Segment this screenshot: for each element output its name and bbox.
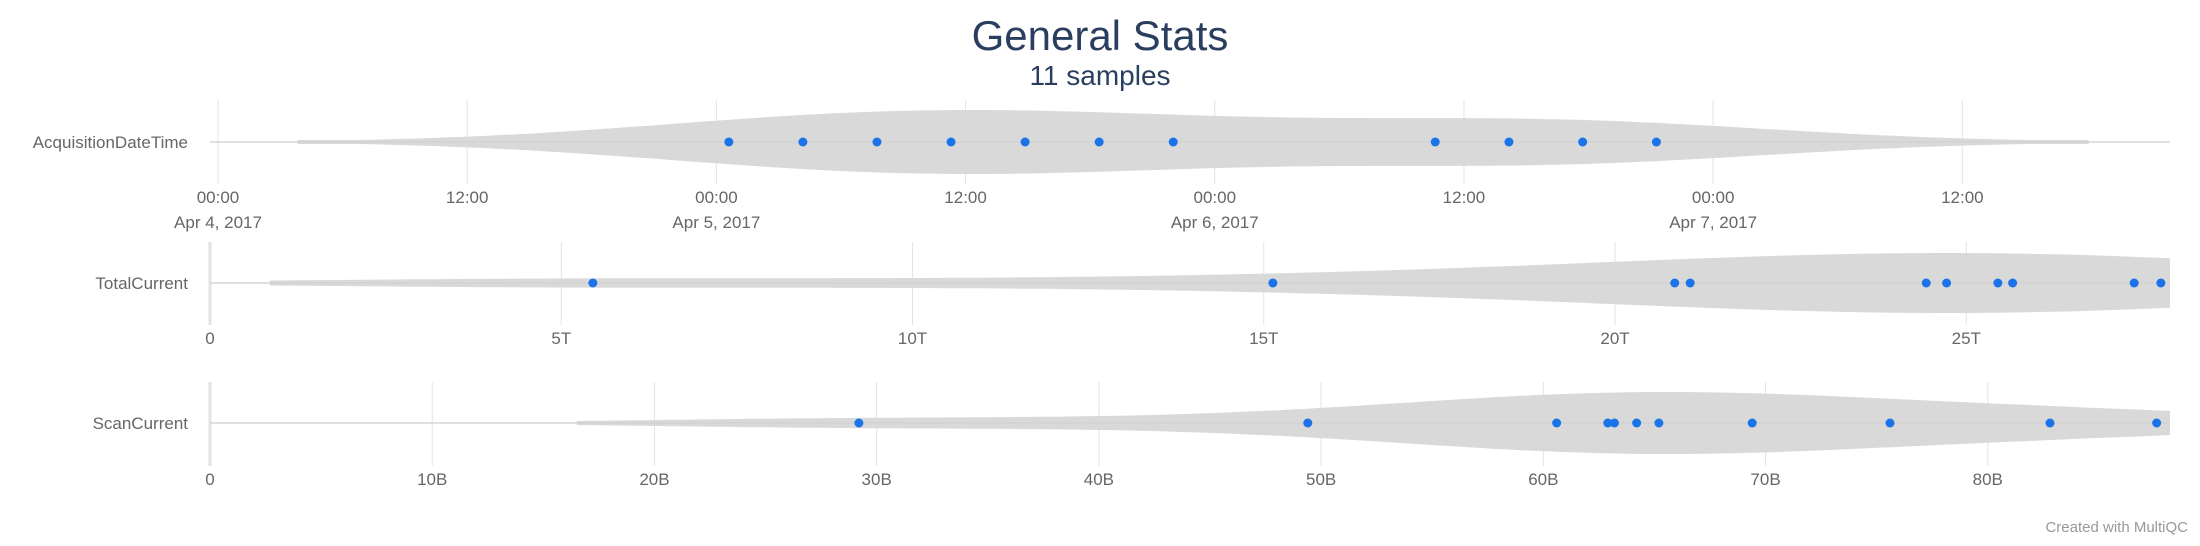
data-point[interactable] (798, 137, 808, 147)
tick-date-label: Apr 6, 2017 (1171, 213, 1259, 232)
tick-label: 60B (1528, 470, 1558, 489)
tick-label: 15T (1249, 329, 1278, 348)
data-point[interactable] (1747, 418, 1757, 428)
data-point[interactable] (946, 137, 956, 147)
data-point[interactable] (1578, 137, 1588, 147)
tick-label: 00:00 (695, 188, 738, 207)
data-point[interactable] (2129, 278, 2139, 288)
data-point[interactable] (1552, 418, 1562, 428)
data-point[interactable] (1268, 278, 1278, 288)
data-point[interactable] (1885, 418, 1895, 428)
tick-label: 12:00 (1941, 188, 1984, 207)
data-point[interactable] (1654, 418, 1664, 428)
data-point[interactable] (2045, 418, 2055, 428)
data-point[interactable] (1651, 137, 1661, 147)
tick-label: 70B (1750, 470, 1780, 489)
data-point[interactable] (1632, 418, 1642, 428)
data-point[interactable] (1504, 137, 1514, 147)
data-point[interactable] (1603, 418, 1613, 428)
tick-label: 0 (205, 470, 214, 489)
tick-label: 12:00 (944, 188, 987, 207)
data-point[interactable] (1020, 137, 1030, 147)
violin-row-AcquisitionDateTime: 00:00 Apr 4, 2017 12:00 00:00 Apr 5, 2017 12:… (33, 100, 2170, 232)
tick-label: 50B (1306, 470, 1336, 489)
tick-label: 10B (417, 470, 447, 489)
violin-row-ScanCurrent: 0 10B 20B 30B 40B 50B 60B 70B 80B ScanCurrent (93, 382, 2171, 489)
violin-rows: 00:00 Apr 4, 2017 12:00 00:00 Apr 5, 2017 12:… (33, 100, 2171, 489)
data-point[interactable] (2152, 418, 2162, 428)
data-point[interactable] (588, 278, 598, 288)
tick-label: 40B (1084, 470, 1114, 489)
tick-label: 10T (898, 329, 927, 348)
tick-label: 00:00 (1692, 188, 1735, 207)
data-point[interactable] (1430, 137, 1440, 147)
row-label: ScanCurrent (93, 414, 189, 433)
row-label: AcquisitionDateTime (33, 133, 188, 152)
tick-label: 5T (551, 329, 571, 348)
tick-date-label: Apr 7, 2017 (1669, 213, 1757, 232)
data-point[interactable] (1609, 418, 1619, 428)
data-point[interactable] (854, 418, 864, 428)
tick-label: 12:00 (446, 188, 489, 207)
tick-label: 25T (1952, 329, 1981, 348)
tick-label: 0 (205, 329, 214, 348)
chart-subtitle: 11 samples (1029, 60, 1170, 91)
tick-label: 12:00 (1443, 188, 1486, 207)
data-point[interactable] (1921, 278, 1931, 288)
tick-date-label: Apr 4, 2017 (174, 213, 262, 232)
violin-row-TotalCurrent: 0 5T 10T 15T 20T 25T TotalCurrent (95, 242, 2171, 348)
tick-date-label: Apr 5, 2017 (672, 213, 760, 232)
data-point[interactable] (1670, 278, 1680, 288)
row-label: TotalCurrent (95, 274, 188, 293)
tick-label: 80B (1973, 470, 2003, 489)
credit-label: Created with MultiQC (2045, 519, 2188, 536)
data-point[interactable] (1168, 137, 1178, 147)
data-point[interactable] (1094, 137, 1104, 147)
tick-label: 20T (1600, 329, 1629, 348)
data-point[interactable] (1303, 418, 1313, 428)
data-point[interactable] (1685, 278, 1695, 288)
data-point[interactable] (2156, 278, 2166, 288)
tick-label: 20B (639, 470, 669, 489)
tick-label: 00:00 (197, 188, 240, 207)
data-point[interactable] (2008, 278, 2018, 288)
tick-label: 00:00 (1193, 188, 1236, 207)
data-point[interactable] (1942, 278, 1952, 288)
data-point[interactable] (872, 137, 882, 147)
data-point[interactable] (1993, 278, 2003, 288)
tick-label: 30B (862, 470, 892, 489)
chart-title: General Stats (972, 12, 1229, 59)
data-point[interactable] (724, 137, 734, 147)
